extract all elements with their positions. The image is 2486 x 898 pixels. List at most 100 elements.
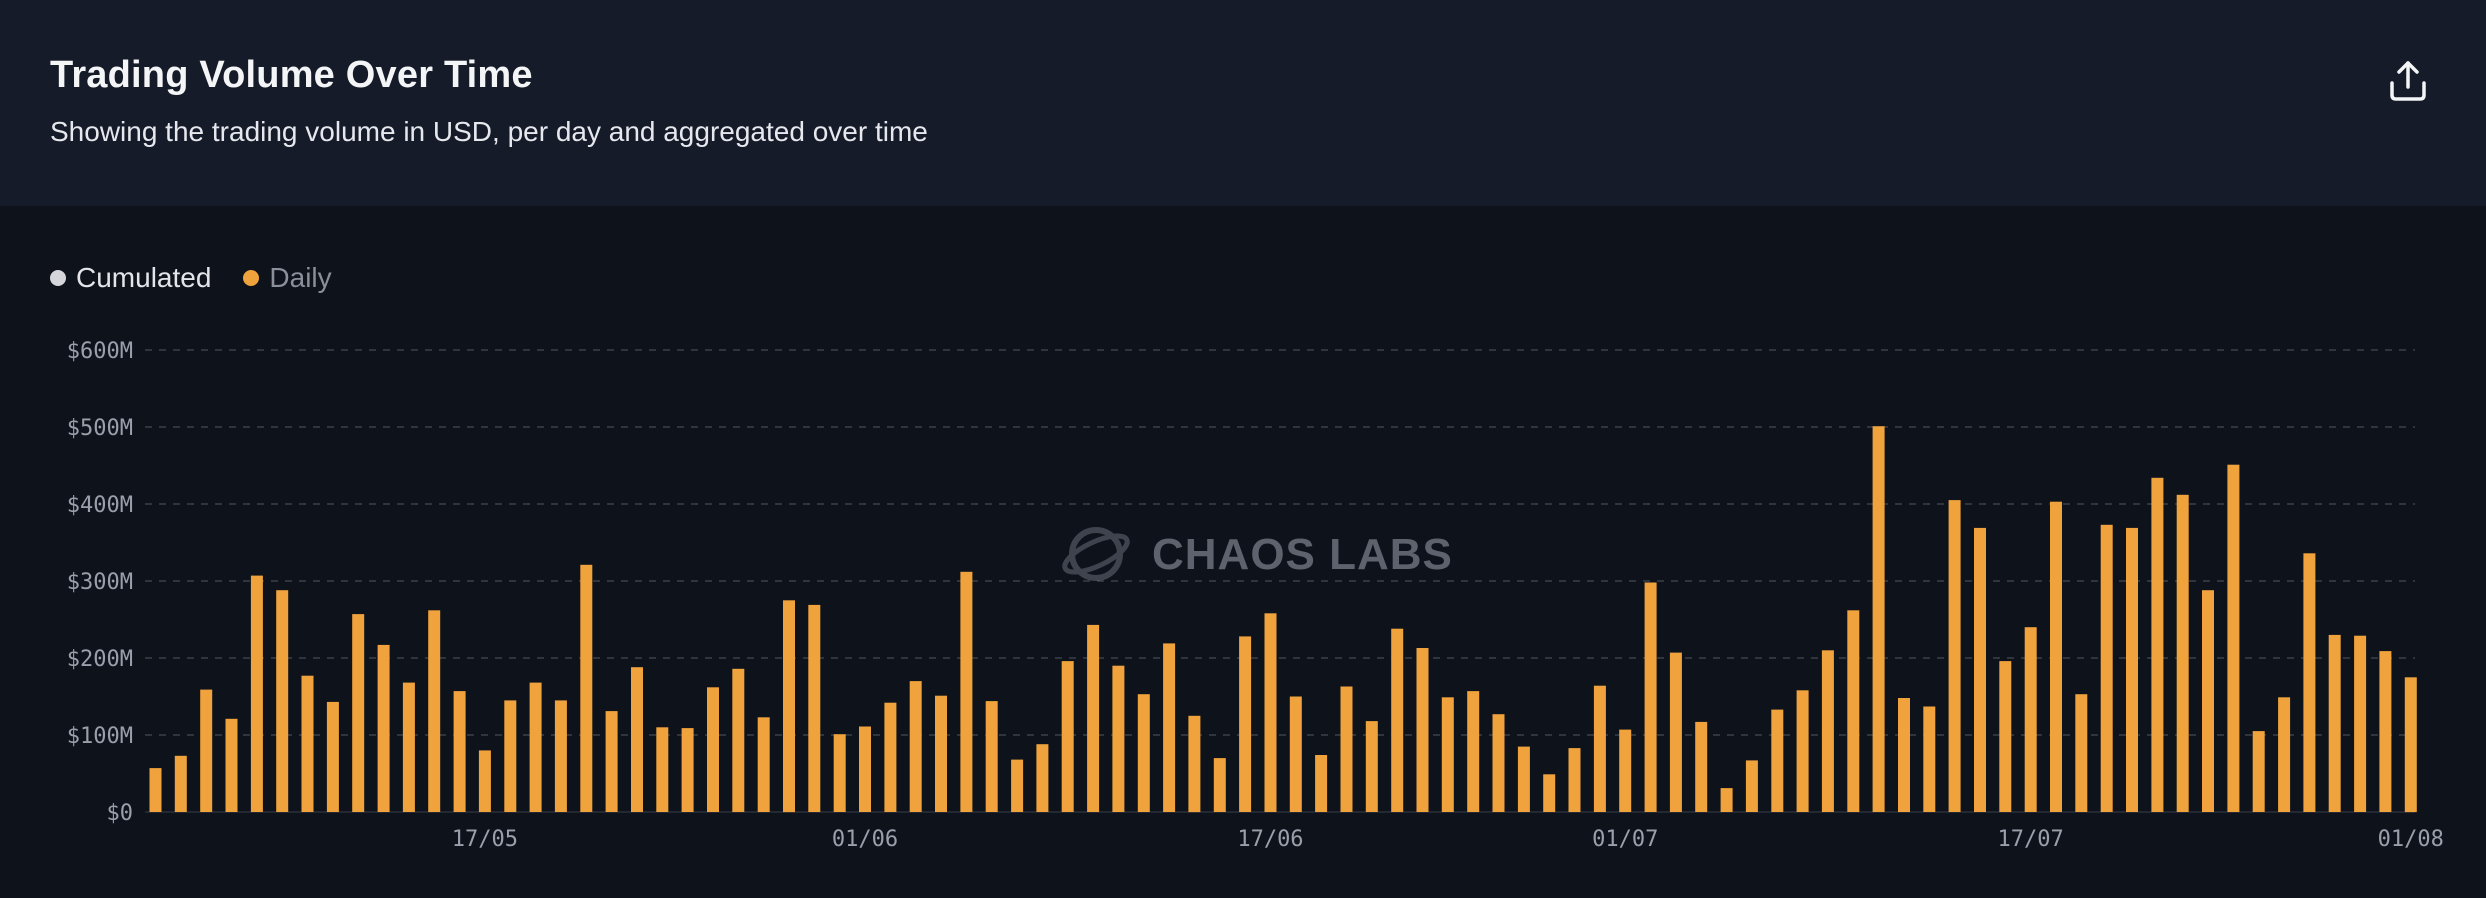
bar-daily[interactable] bbox=[1061, 661, 1074, 812]
bar-daily[interactable] bbox=[554, 700, 567, 812]
bar-daily[interactable] bbox=[2024, 627, 2037, 812]
bar-daily[interactable] bbox=[1745, 760, 1758, 812]
chart-legend: Cumulated Daily bbox=[50, 258, 364, 298]
bar-daily[interactable] bbox=[1289, 696, 1302, 813]
legend-item-cumulated[interactable]: Cumulated bbox=[50, 262, 211, 294]
bar-daily[interactable] bbox=[1365, 721, 1378, 812]
bar-daily[interactable] bbox=[757, 717, 770, 812]
bar-daily[interactable] bbox=[402, 682, 415, 812]
bar-daily[interactable] bbox=[833, 734, 846, 812]
share-button[interactable] bbox=[2382, 55, 2434, 107]
bar-daily[interactable] bbox=[1188, 715, 1201, 813]
bar-daily[interactable] bbox=[1999, 661, 2012, 812]
bar-daily[interactable] bbox=[2075, 694, 2088, 812]
bar-daily[interactable] bbox=[2404, 677, 2417, 813]
bar-daily[interactable] bbox=[1593, 685, 1606, 812]
bar-daily[interactable] bbox=[605, 711, 618, 812]
bar-daily[interactable] bbox=[1695, 721, 1708, 812]
chart-header: Trading Volume Over Time Showing the tra… bbox=[0, 0, 2486, 206]
bar-daily[interactable] bbox=[1543, 774, 1556, 812]
bar-daily[interactable] bbox=[1492, 714, 1505, 812]
y-tick-label: $300M bbox=[67, 570, 133, 595]
bar-daily[interactable] bbox=[1669, 652, 1682, 812]
bar-daily[interactable] bbox=[2303, 553, 2316, 812]
bar-daily[interactable] bbox=[1771, 709, 1784, 812]
bar-daily[interactable] bbox=[276, 590, 289, 812]
bar-daily[interactable] bbox=[1441, 697, 1454, 812]
bar-daily[interactable] bbox=[2176, 494, 2189, 812]
bar-daily[interactable] bbox=[1391, 628, 1404, 812]
bar-daily[interactable] bbox=[377, 644, 390, 812]
bar-daily[interactable] bbox=[1821, 650, 1834, 812]
bar-daily[interactable] bbox=[1416, 648, 1429, 812]
bar-daily[interactable] bbox=[428, 610, 441, 812]
bar-daily[interactable] bbox=[1720, 788, 1733, 812]
legend-item-daily[interactable]: Daily bbox=[243, 262, 332, 294]
bar-daily[interactable] bbox=[859, 726, 871, 813]
bar-daily[interactable] bbox=[2379, 651, 2392, 812]
bar-daily[interactable] bbox=[1517, 746, 1530, 812]
bar-daily[interactable] bbox=[504, 700, 517, 812]
bar-daily[interactable] bbox=[681, 728, 694, 812]
chart-subtitle: Showing the trading volume in USD, per d… bbox=[50, 116, 928, 147]
bar-daily[interactable] bbox=[2354, 635, 2367, 812]
bar-daily[interactable] bbox=[2151, 477, 2164, 812]
bar-daily[interactable] bbox=[656, 727, 669, 812]
bar-daily[interactable] bbox=[149, 768, 162, 812]
bar-daily[interactable] bbox=[2202, 590, 2214, 812]
bar-daily[interactable] bbox=[1163, 643, 1176, 812]
bar-daily[interactable] bbox=[250, 575, 263, 812]
bar-daily[interactable] bbox=[326, 701, 339, 812]
bar-daily[interactable] bbox=[174, 755, 187, 812]
bar-daily[interactable] bbox=[960, 571, 973, 812]
bar-daily[interactable] bbox=[200, 689, 213, 812]
x-tick-label: 01/06 bbox=[832, 827, 898, 852]
bar-daily[interactable] bbox=[1872, 426, 1885, 812]
bar-daily[interactable] bbox=[1315, 755, 1328, 812]
bar-daily[interactable] bbox=[1923, 706, 1936, 813]
bar-daily[interactable] bbox=[985, 701, 998, 812]
bar-daily[interactable] bbox=[1137, 694, 1150, 812]
bar-daily[interactable] bbox=[1644, 582, 1657, 813]
bar-daily[interactable] bbox=[732, 668, 745, 812]
bar-daily[interactable] bbox=[935, 695, 947, 812]
bar-daily[interactable] bbox=[225, 718, 238, 812]
bar-daily[interactable] bbox=[1213, 758, 1226, 812]
bar-daily[interactable] bbox=[2050, 501, 2062, 812]
bar-daily[interactable] bbox=[1264, 613, 1277, 812]
bar-daily[interactable] bbox=[352, 614, 365, 812]
bar-daily[interactable] bbox=[783, 600, 795, 813]
bar-daily[interactable] bbox=[1974, 527, 1986, 812]
bar-daily[interactable] bbox=[453, 691, 466, 812]
bar-daily[interactable] bbox=[2328, 634, 2341, 812]
bar-daily[interactable] bbox=[478, 750, 491, 812]
bar-daily[interactable] bbox=[301, 675, 314, 812]
bar-daily[interactable] bbox=[1847, 610, 1860, 812]
bar-daily[interactable] bbox=[707, 687, 719, 812]
bar-daily[interactable] bbox=[631, 667, 643, 812]
bar-daily[interactable] bbox=[1239, 636, 1252, 812]
bar-daily[interactable] bbox=[1948, 500, 1961, 812]
bar-daily[interactable] bbox=[909, 681, 922, 812]
bar-daily[interactable] bbox=[1087, 624, 1100, 812]
bar-daily[interactable] bbox=[1036, 744, 1049, 812]
bar-daily[interactable] bbox=[808, 604, 821, 812]
bar-daily[interactable] bbox=[884, 702, 897, 812]
bar-daily[interactable] bbox=[1619, 729, 1632, 812]
chaos-labs-watermark: CHAOS LABS bbox=[1062, 527, 1452, 581]
y-tick-label: $200M bbox=[67, 647, 133, 672]
bar-daily[interactable] bbox=[1011, 759, 1024, 812]
bar-daily[interactable] bbox=[1796, 690, 1809, 812]
bar-daily[interactable] bbox=[529, 682, 542, 812]
bar-daily[interactable] bbox=[2100, 524, 2113, 812]
bar-daily[interactable] bbox=[2126, 527, 2138, 812]
bar-daily[interactable] bbox=[1340, 686, 1353, 813]
bar-daily[interactable] bbox=[1568, 748, 1581, 812]
bar-daily[interactable] bbox=[2278, 697, 2291, 812]
bar-daily[interactable] bbox=[1898, 698, 1910, 812]
bar-daily[interactable] bbox=[580, 564, 593, 812]
bar-daily[interactable] bbox=[1112, 665, 1125, 812]
bar-daily[interactable] bbox=[2227, 464, 2240, 812]
bar-daily[interactable] bbox=[2252, 731, 2265, 812]
bar-daily[interactable] bbox=[1467, 691, 1480, 812]
